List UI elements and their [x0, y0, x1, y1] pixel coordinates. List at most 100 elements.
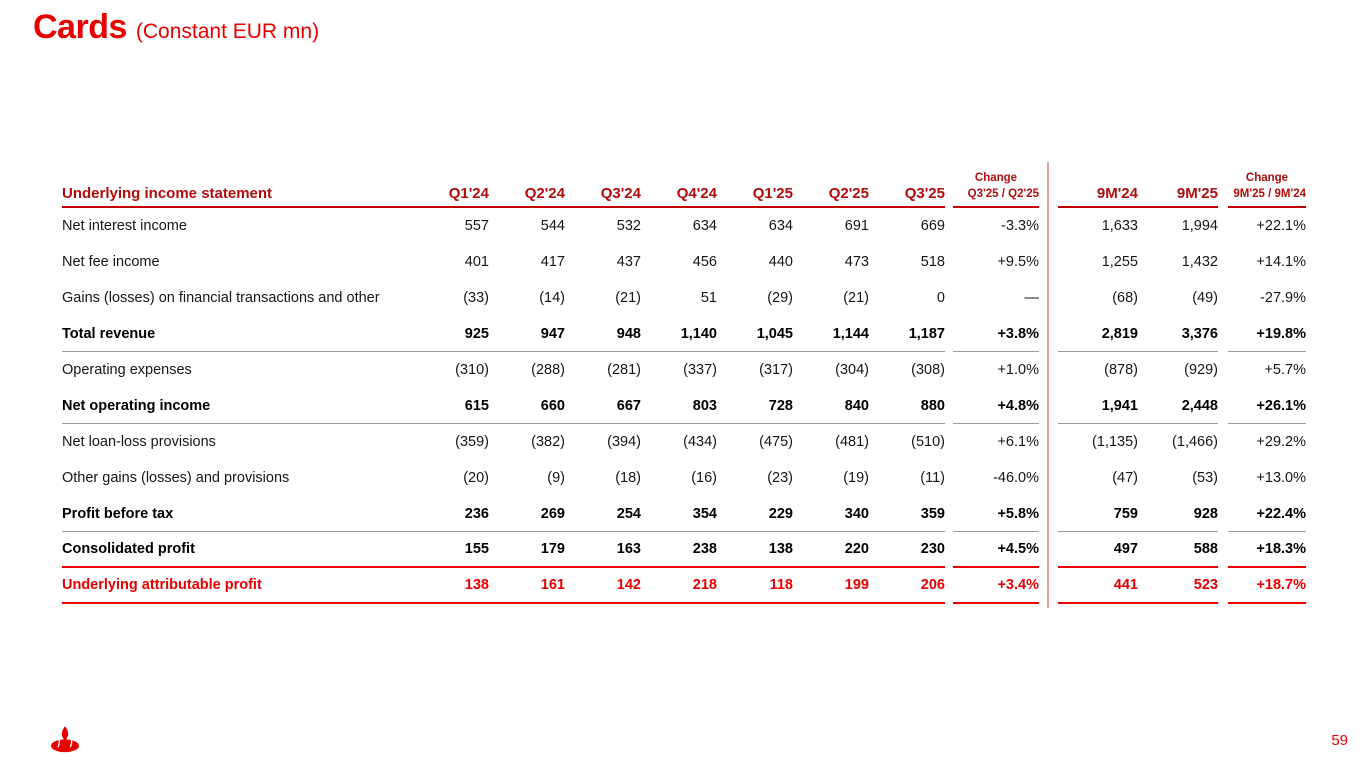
column-header-change-nine-months: Change 9M'25 / 9M'24: [1228, 160, 1306, 208]
column-header-q1-25: Q1'25: [752, 185, 793, 202]
table-cell-change-quarter: -46.0%: [993, 470, 1039, 486]
table-cell: (20): [463, 470, 489, 486]
table-cell: (337): [683, 362, 717, 378]
row-label: Net operating income: [62, 397, 211, 414]
table-cell: (29): [767, 290, 793, 306]
table-cell-9m-24: 2,819: [1101, 325, 1138, 342]
table-cell-9m-25: 588: [1193, 541, 1218, 557]
change-quarter-sublabel: Q3'25 / Q2'25: [967, 188, 1039, 201]
row-label: Profit before tax: [62, 505, 174, 522]
row-segment-nine-months: 1,941 2,448: [1058, 388, 1218, 424]
table-cell: (33): [463, 290, 489, 306]
table-cell: 269: [540, 505, 565, 522]
table-cell: 161: [540, 577, 565, 593]
table-cell-change-quarter: +3.8%: [997, 325, 1039, 342]
row-segment-nine-months: 497 588: [1058, 532, 1218, 568]
table-cell: 51: [700, 290, 717, 306]
table-cell-9m-24: 1,255: [1101, 254, 1138, 270]
table-cell: 544: [540, 218, 565, 234]
table-cell: 634: [692, 218, 717, 234]
table-cell-9m-25: 928: [1193, 505, 1218, 522]
row-segment-change-quarter: +6.1%: [953, 424, 1039, 460]
table-cell: 206: [920, 577, 945, 593]
row-label: Total revenue: [62, 325, 156, 342]
table-cell: (16): [691, 470, 717, 486]
table-cell: (304): [835, 362, 869, 378]
row-label: Net fee income: [62, 254, 160, 270]
row-segment-change-nine-months: +22.4%: [1228, 496, 1306, 532]
table-header-row: Underlying income statement Q1'24 Q2'24 …: [62, 160, 1306, 208]
row-segment-change-nine-months: +13.0%: [1228, 460, 1306, 496]
row-segment-change-nine-months: +22.1%: [1228, 208, 1306, 244]
table-cell: 948: [616, 325, 641, 342]
table-cell: 728: [768, 397, 793, 414]
row-segment-change-quarter: +3.4%: [953, 568, 1039, 604]
table-cell-change-nine-months: +26.1%: [1256, 397, 1306, 414]
table-cell: (9): [547, 470, 565, 486]
table-cell: 840: [844, 397, 869, 414]
table-cell: 660: [540, 397, 565, 414]
table-cell: (281): [607, 362, 641, 378]
row-segment-change-quarter: +4.5%: [953, 532, 1039, 568]
table-cell-change-nine-months: +5.7%: [1264, 362, 1306, 378]
row-segment-change-quarter: -46.0%: [953, 460, 1039, 496]
table-cell: 440: [768, 254, 793, 270]
table-cell-change-quarter: +6.1%: [997, 434, 1039, 450]
table-cell: 532: [616, 218, 641, 234]
table-cell-9m-25: 2,448: [1181, 397, 1218, 414]
row-label: Other gains (losses) and provisions: [62, 470, 290, 486]
table-cell: (317): [759, 362, 793, 378]
row-segment-change-nine-months: +29.2%: [1228, 424, 1306, 460]
santander-flame-icon: [48, 724, 82, 754]
column-header-q1-24: Q1'24: [448, 185, 489, 202]
table-cell: 473: [844, 254, 869, 270]
table-row: Profit before tax 236 269 254 354 229 34…: [62, 496, 1306, 532]
table-cell: 925: [464, 325, 489, 342]
table-cell: 1,045: [756, 325, 793, 342]
table-cell-9m-25: (929): [1184, 362, 1218, 378]
table-cell: 220: [844, 541, 869, 557]
table-cell: (11): [920, 470, 945, 486]
column-header-q4-24: Q4'24: [676, 185, 717, 202]
row-segment-change-quarter: +5.8%: [953, 496, 1039, 532]
table-cell: 880: [920, 397, 945, 414]
row-segment-change-nine-months: +14.1%: [1228, 244, 1306, 280]
change-nine-months-sublabel: 9M'25 / 9M'24: [1233, 188, 1306, 201]
table-cell: 179: [540, 541, 565, 557]
table-cell-9m-25: (49): [1192, 290, 1218, 306]
table-section-divider: [1047, 162, 1049, 608]
table-cell: 230: [920, 541, 945, 557]
table-cell: 803: [692, 397, 717, 414]
row-segment-change-nine-months: +19.8%: [1228, 316, 1306, 352]
table-cell: (475): [759, 434, 793, 450]
table-cell-9m-25: (1,466): [1172, 434, 1218, 450]
row-segment-change-quarter: +9.5%: [953, 244, 1039, 280]
table-cell-change-nine-months: +22.1%: [1256, 218, 1306, 234]
table-cell: 340: [844, 505, 869, 522]
row-segment-change-quarter: +1.0%: [953, 352, 1039, 388]
table-cell: (310): [455, 362, 489, 378]
table-cell-9m-24: 1,633: [1101, 218, 1138, 234]
table-row: Other gains (losses) and provisions (20)…: [62, 460, 1306, 496]
income-statement-table: Underlying income statement Q1'24 Q2'24 …: [62, 160, 1306, 608]
row-segment-quarters: Net loan-loss provisions (359) (382) (39…: [62, 424, 945, 460]
column-header-q2-24: Q2'24: [524, 185, 565, 202]
table-cell-change-nine-months: +18.3%: [1256, 541, 1306, 557]
table-cell: 1,187: [908, 325, 945, 342]
table-row: Net loan-loss provisions (359) (382) (39…: [62, 424, 1306, 460]
row-label: Underlying attributable profit: [62, 577, 262, 593]
column-header-9m-24: 9M'24: [1096, 185, 1138, 202]
row-segment-nine-months: (878) (929): [1058, 352, 1218, 388]
table-cell-9m-24: (878): [1104, 362, 1138, 378]
table-cell-9m-24: (1,135): [1092, 434, 1138, 450]
row-segment-quarters: Other gains (losses) and provisions (20)…: [62, 460, 945, 496]
table-row: Net fee income 401 417 437 456 440 473 5…: [62, 244, 1306, 280]
table-cell-change-quarter: +9.5%: [997, 254, 1039, 270]
table-cell: 615: [464, 397, 489, 414]
table-cell: 634: [768, 218, 793, 234]
row-segment-change-quarter: +3.8%: [953, 316, 1039, 352]
table-cell-9m-24: 497: [1113, 541, 1138, 557]
row-segment-nine-months: 1,255 1,432: [1058, 244, 1218, 280]
row-segment-quarters: Net interest income 557 544 532 634 634 …: [62, 208, 945, 244]
table-cell-change-nine-months: -27.9%: [1260, 290, 1306, 306]
